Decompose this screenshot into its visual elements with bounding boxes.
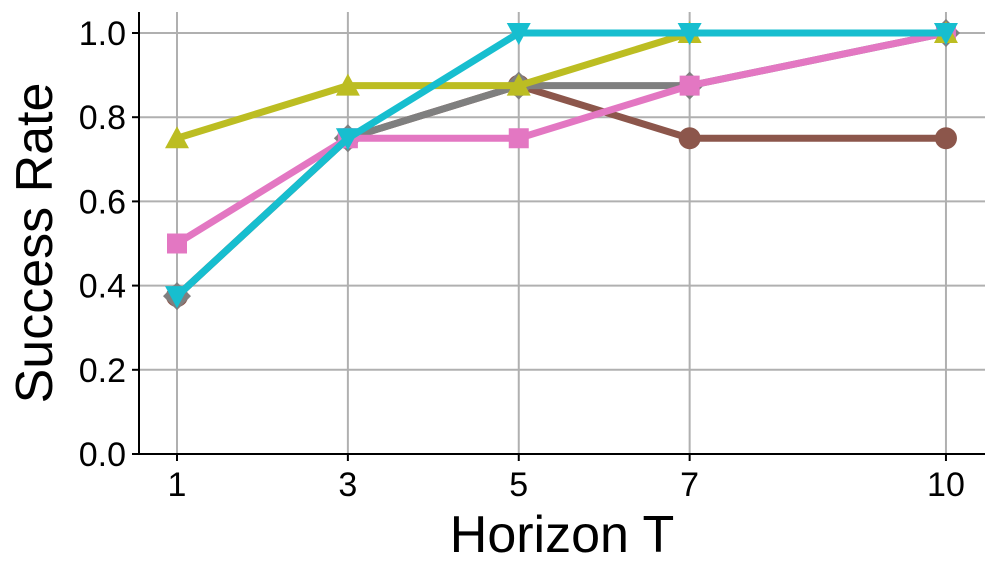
y-tick-label: 1.0 xyxy=(79,15,126,53)
triangle-down-marker-icon xyxy=(335,128,360,151)
circle-marker-icon xyxy=(934,127,957,150)
data-series xyxy=(163,19,960,311)
series-brown xyxy=(166,74,957,308)
x-tick-label: 3 xyxy=(338,466,357,504)
square-marker-icon xyxy=(508,128,529,149)
triangle-up-marker-icon xyxy=(165,126,189,149)
tick-labels: 0.0 0.2 0.4 0.6 0.8 1.0 1 3 5 7 10 xyxy=(79,15,965,504)
triangle-down-marker-icon xyxy=(677,23,702,45)
square-marker-icon xyxy=(167,233,187,254)
y-tick-label: 0.0 xyxy=(79,436,126,474)
triangle-up-marker-icon xyxy=(335,73,360,96)
axes xyxy=(132,12,985,461)
triangle-down-marker-icon xyxy=(506,23,531,45)
y-axis-title: Success Rate xyxy=(6,83,64,404)
x-axis-title: Horizon T xyxy=(450,506,674,564)
x-tick-label: 10 xyxy=(927,466,965,504)
y-tick-label: 0.2 xyxy=(79,352,126,390)
square-marker-icon xyxy=(679,75,700,96)
x-tick-label: 5 xyxy=(509,466,528,504)
y-tick-label: 0.6 xyxy=(79,183,126,221)
y-tick-label: 0.8 xyxy=(79,99,126,137)
triangle-down-marker-icon xyxy=(933,23,958,45)
series-gray xyxy=(163,19,960,311)
x-tick-label: 7 xyxy=(680,466,699,504)
circle-marker-icon xyxy=(678,127,701,150)
triangle-down-marker-icon xyxy=(165,286,189,309)
triangle-up-marker-icon xyxy=(506,73,531,96)
x-tick-label: 1 xyxy=(168,466,187,504)
y-tick-label: 0.4 xyxy=(79,268,126,306)
grid-lines xyxy=(139,12,985,455)
series-cyan xyxy=(165,23,958,309)
